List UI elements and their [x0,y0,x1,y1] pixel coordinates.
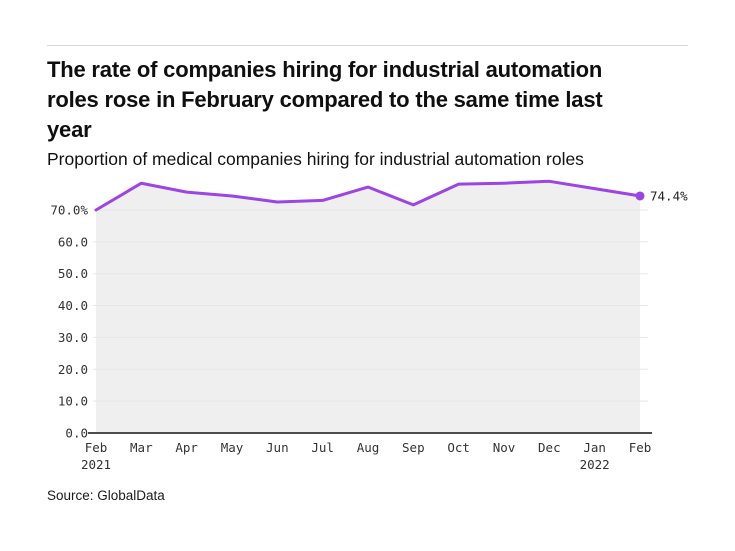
x-tick-label: Dec [538,440,561,455]
end-value-label: 74.4% [650,188,688,203]
y-tick-label: 40.0 [58,298,88,313]
x-tick-label: May [221,440,244,455]
x-tick-label: Feb [85,440,108,455]
series-line [94,179,642,212]
y-tick-label: 70.0% [50,202,88,217]
page-title-line-1: The rate of companies hiring for industr… [47,57,603,82]
x-tick-label: Feb [629,440,652,455]
end-dot [635,191,645,201]
x-tick-label: Apr [175,440,198,455]
y-tick-label: 0.0 [65,426,88,441]
x-tick-label: Jun [266,440,289,455]
y-tick-label: 30.0 [58,330,88,345]
page-subtitle: Proportion of medical companies hiring f… [47,149,584,169]
y-tick-label: 50.0 [58,266,88,281]
x-tick-label: Mar [130,440,153,455]
x-tick-year-label: 2021 [81,457,111,472]
source-note: Source: GlobalData [47,488,165,503]
x-tick-year-label: 2022 [580,457,610,472]
x-tick-label: Aug [357,440,380,455]
y-tick-label: 60.0 [58,234,88,249]
x-tick-label: Oct [447,440,470,455]
x-tick-label: Jan [583,440,606,455]
x-tick-label: Nov [493,440,516,455]
page-title: The rate of companies hiring for industr… [47,55,707,145]
series-area [96,181,640,432]
x-tick-label: Jul [311,440,334,455]
page-title-line-3: year [47,117,92,142]
y-tick-label: 20.0 [58,362,88,377]
page-title-line-2: roles rose in February compared to the s… [47,87,603,112]
y-tick-label: 10.0 [58,394,88,409]
top-divider [47,45,688,46]
x-tick-label: Sep [402,440,425,455]
